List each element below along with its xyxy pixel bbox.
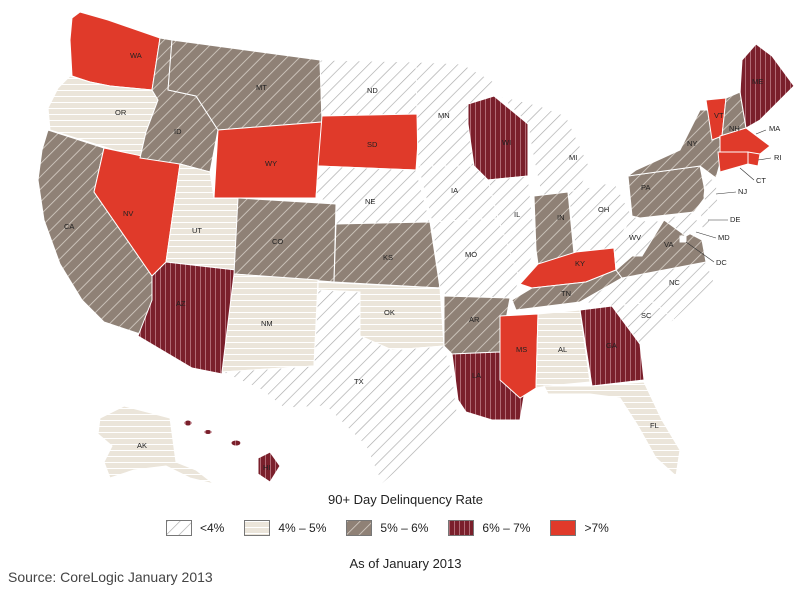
label-in: IN [557, 213, 565, 222]
state-az [137, 261, 237, 375]
state-il [487, 175, 537, 282]
label-ma: MA [769, 124, 780, 133]
label-sc: SC [641, 311, 652, 320]
state-ri [747, 151, 761, 167]
state-fl [543, 381, 681, 477]
legend-label-4-5: 4% – 5% [278, 521, 327, 535]
legend-item-gt7: >7% [550, 520, 609, 536]
label-de: DE [730, 215, 740, 224]
label-il: IL [514, 210, 520, 219]
state-labels: WA OR CA NV ID MT WY UT AZ CO NM ND SD N… [64, 51, 782, 472]
state-ma [719, 127, 771, 155]
legend-label-gt7: >7% [584, 521, 609, 535]
label-ny: NY [687, 139, 697, 148]
label-dc: DC [716, 258, 727, 267]
label-oh: OH [598, 205, 609, 214]
label-mi: MI [569, 153, 577, 162]
legend-item-6-7: 6% – 7% [448, 520, 530, 536]
label-ak: AK [137, 441, 147, 450]
legend-swatch-gt7 [550, 520, 577, 536]
state-ak [97, 405, 215, 485]
legend-label-lt4: <4% [200, 521, 225, 535]
state-tx [221, 289, 459, 485]
label-ca: CA [64, 222, 74, 231]
state-nj [703, 177, 719, 215]
label-ar: AR [469, 315, 480, 324]
source-note: Source: CoreLogic January 2013 [8, 569, 213, 585]
label-ut: UT [192, 226, 202, 235]
label-me: ME [752, 77, 763, 86]
label-ct: CT [756, 176, 766, 185]
state-in [533, 191, 575, 265]
label-la: LA [472, 371, 481, 380]
label-nd: ND [367, 86, 378, 95]
leader-lines [685, 129, 772, 263]
state-me [739, 43, 795, 129]
state-hi-island-kauai [183, 419, 193, 427]
state-dc [679, 235, 687, 243]
legend-swatch-lt4 [166, 520, 192, 536]
label-co: CO [272, 237, 283, 246]
label-mt: MT [256, 83, 267, 92]
state-co [233, 197, 337, 283]
label-va: VA [664, 240, 673, 249]
legend-item-5-6: 5% – 6% [346, 520, 428, 536]
label-ga: GA [606, 341, 617, 350]
label-hi: HI [263, 463, 271, 472]
as-of-date: As of January 2013 [349, 556, 462, 571]
label-ia: IA [451, 186, 458, 195]
label-mn: MN [438, 111, 450, 120]
state-md [647, 211, 701, 237]
label-or: OR [115, 108, 127, 117]
legend-label-5-6: 5% – 6% [380, 521, 429, 535]
legend-swatch-5-6 [346, 520, 373, 536]
state-hi-island-maui [230, 439, 242, 447]
label-wa: WA [130, 51, 142, 60]
label-wy: WY [265, 159, 277, 168]
label-ky: KY [575, 259, 585, 268]
legend-swatch-6-7 [448, 520, 475, 536]
state-ms [499, 313, 539, 399]
label-nj: NJ [738, 187, 747, 196]
label-nv: NV [123, 209, 133, 218]
label-wi: WI [502, 138, 511, 147]
state-al [535, 309, 591, 389]
label-ne: NE [365, 197, 375, 206]
label-md: MD [718, 233, 730, 242]
label-id: ID [174, 127, 182, 136]
label-pa: PA [641, 183, 650, 192]
state-wa [69, 11, 161, 91]
label-nh: NH [729, 124, 740, 133]
legend-item-lt4: <4% [166, 520, 224, 536]
legend-swatch-4-5 [244, 520, 271, 536]
label-ok: OK [384, 308, 395, 317]
state-hi [257, 451, 281, 483]
state-hi-island-oahu [203, 429, 213, 435]
label-nm: NM [261, 319, 273, 328]
label-al: AL [558, 345, 567, 354]
legend: <4% 4% – 5% 5% – 6% 6% – 7% >7% [166, 518, 629, 538]
label-sd: SD [367, 140, 378, 149]
label-wv: WV [629, 233, 641, 242]
label-tn: TN [561, 289, 571, 298]
label-tx: TX [354, 377, 364, 386]
state-ct [717, 151, 749, 173]
label-nc: NC [669, 278, 680, 287]
state-ny [626, 109, 723, 179]
legend-label-6-7: 6% – 7% [482, 521, 531, 535]
label-ms: MS [516, 345, 527, 354]
state-ga [579, 305, 645, 387]
label-ri: RI [774, 153, 782, 162]
label-az: AZ [176, 299, 186, 308]
state-de [699, 207, 711, 229]
label-vt: VT [714, 111, 724, 120]
legend-title: 90+ Day Delinquency Rate [327, 492, 483, 507]
label-ks: KS [383, 253, 393, 262]
label-mo: MO [465, 250, 477, 259]
label-fl: FL [650, 421, 659, 430]
legend-item-4-5: 4% – 5% [244, 520, 326, 536]
